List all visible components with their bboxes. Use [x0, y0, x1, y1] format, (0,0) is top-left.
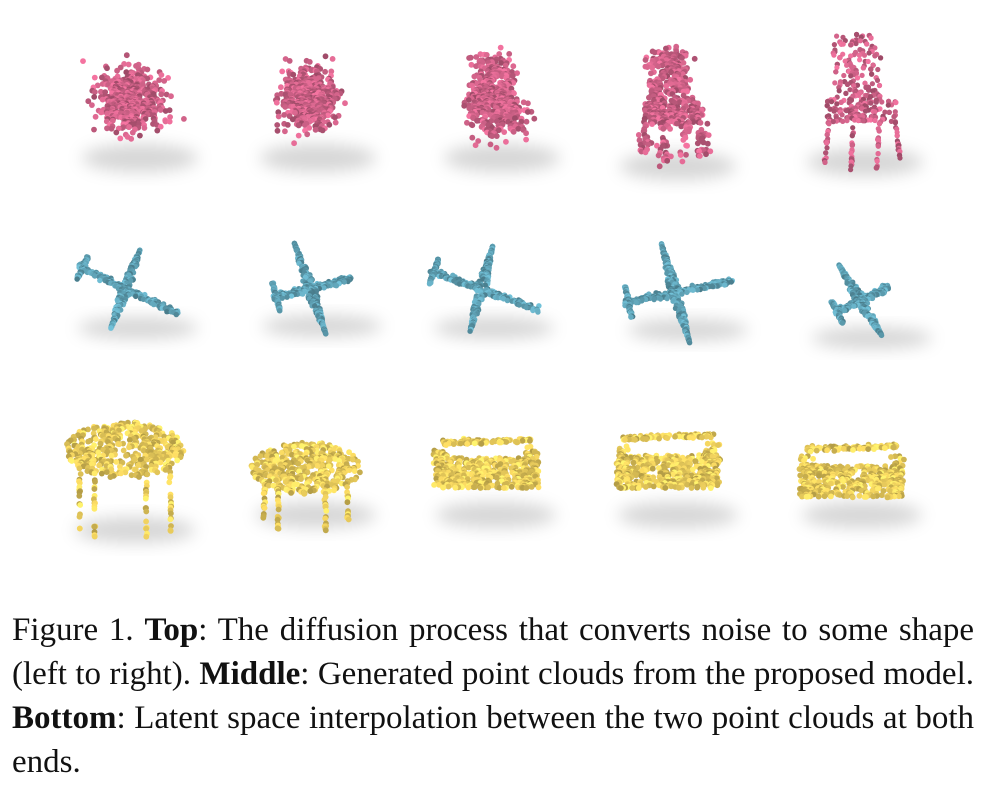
caption-top-text: : The diffusion process that converts no… — [12, 612, 974, 692]
point-cloud-figure — [64, 31, 932, 543]
sofa-cloud-2 — [248, 439, 376, 534]
caption-bottom-label: Bottom — [12, 700, 117, 736]
figure-caption: Figure 1. Top: The diffusion process tha… — [12, 608, 974, 784]
caption-middle-text: : Generated point clouds from the propos… — [300, 656, 975, 692]
airplane-cloud-5 — [812, 262, 932, 349]
sofa-cloud-5 — [796, 441, 922, 528]
chair-cloud-4 — [620, 43, 736, 180]
sofa-cloud-4 — [613, 431, 738, 528]
chair-cloud-1 — [80, 52, 198, 172]
caption-label: Figure 1. — [12, 612, 134, 648]
airplane-generated-row — [74, 240, 932, 349]
sofa-cloud-1 — [64, 419, 195, 543]
airplane-cloud-2 — [262, 240, 382, 337]
airplane-cloud-1 — [74, 247, 198, 339]
caption-middle-label: Middle — [199, 656, 301, 692]
sofa-interpolation-row — [64, 419, 922, 543]
caption-top-label: Top — [144, 612, 199, 648]
airplane-cloud-3 — [426, 243, 554, 339]
chair-cloud-5 — [807, 31, 923, 176]
chair-cloud-2 — [260, 53, 376, 172]
airplane-cloud-4 — [621, 241, 748, 346]
sofa-cloud-3 — [430, 435, 556, 528]
chair-cloud-3 — [444, 44, 560, 172]
chair-diffusion-row — [80, 31, 923, 180]
caption-bottom-text: : Latent space interpolation between the… — [12, 700, 974, 780]
